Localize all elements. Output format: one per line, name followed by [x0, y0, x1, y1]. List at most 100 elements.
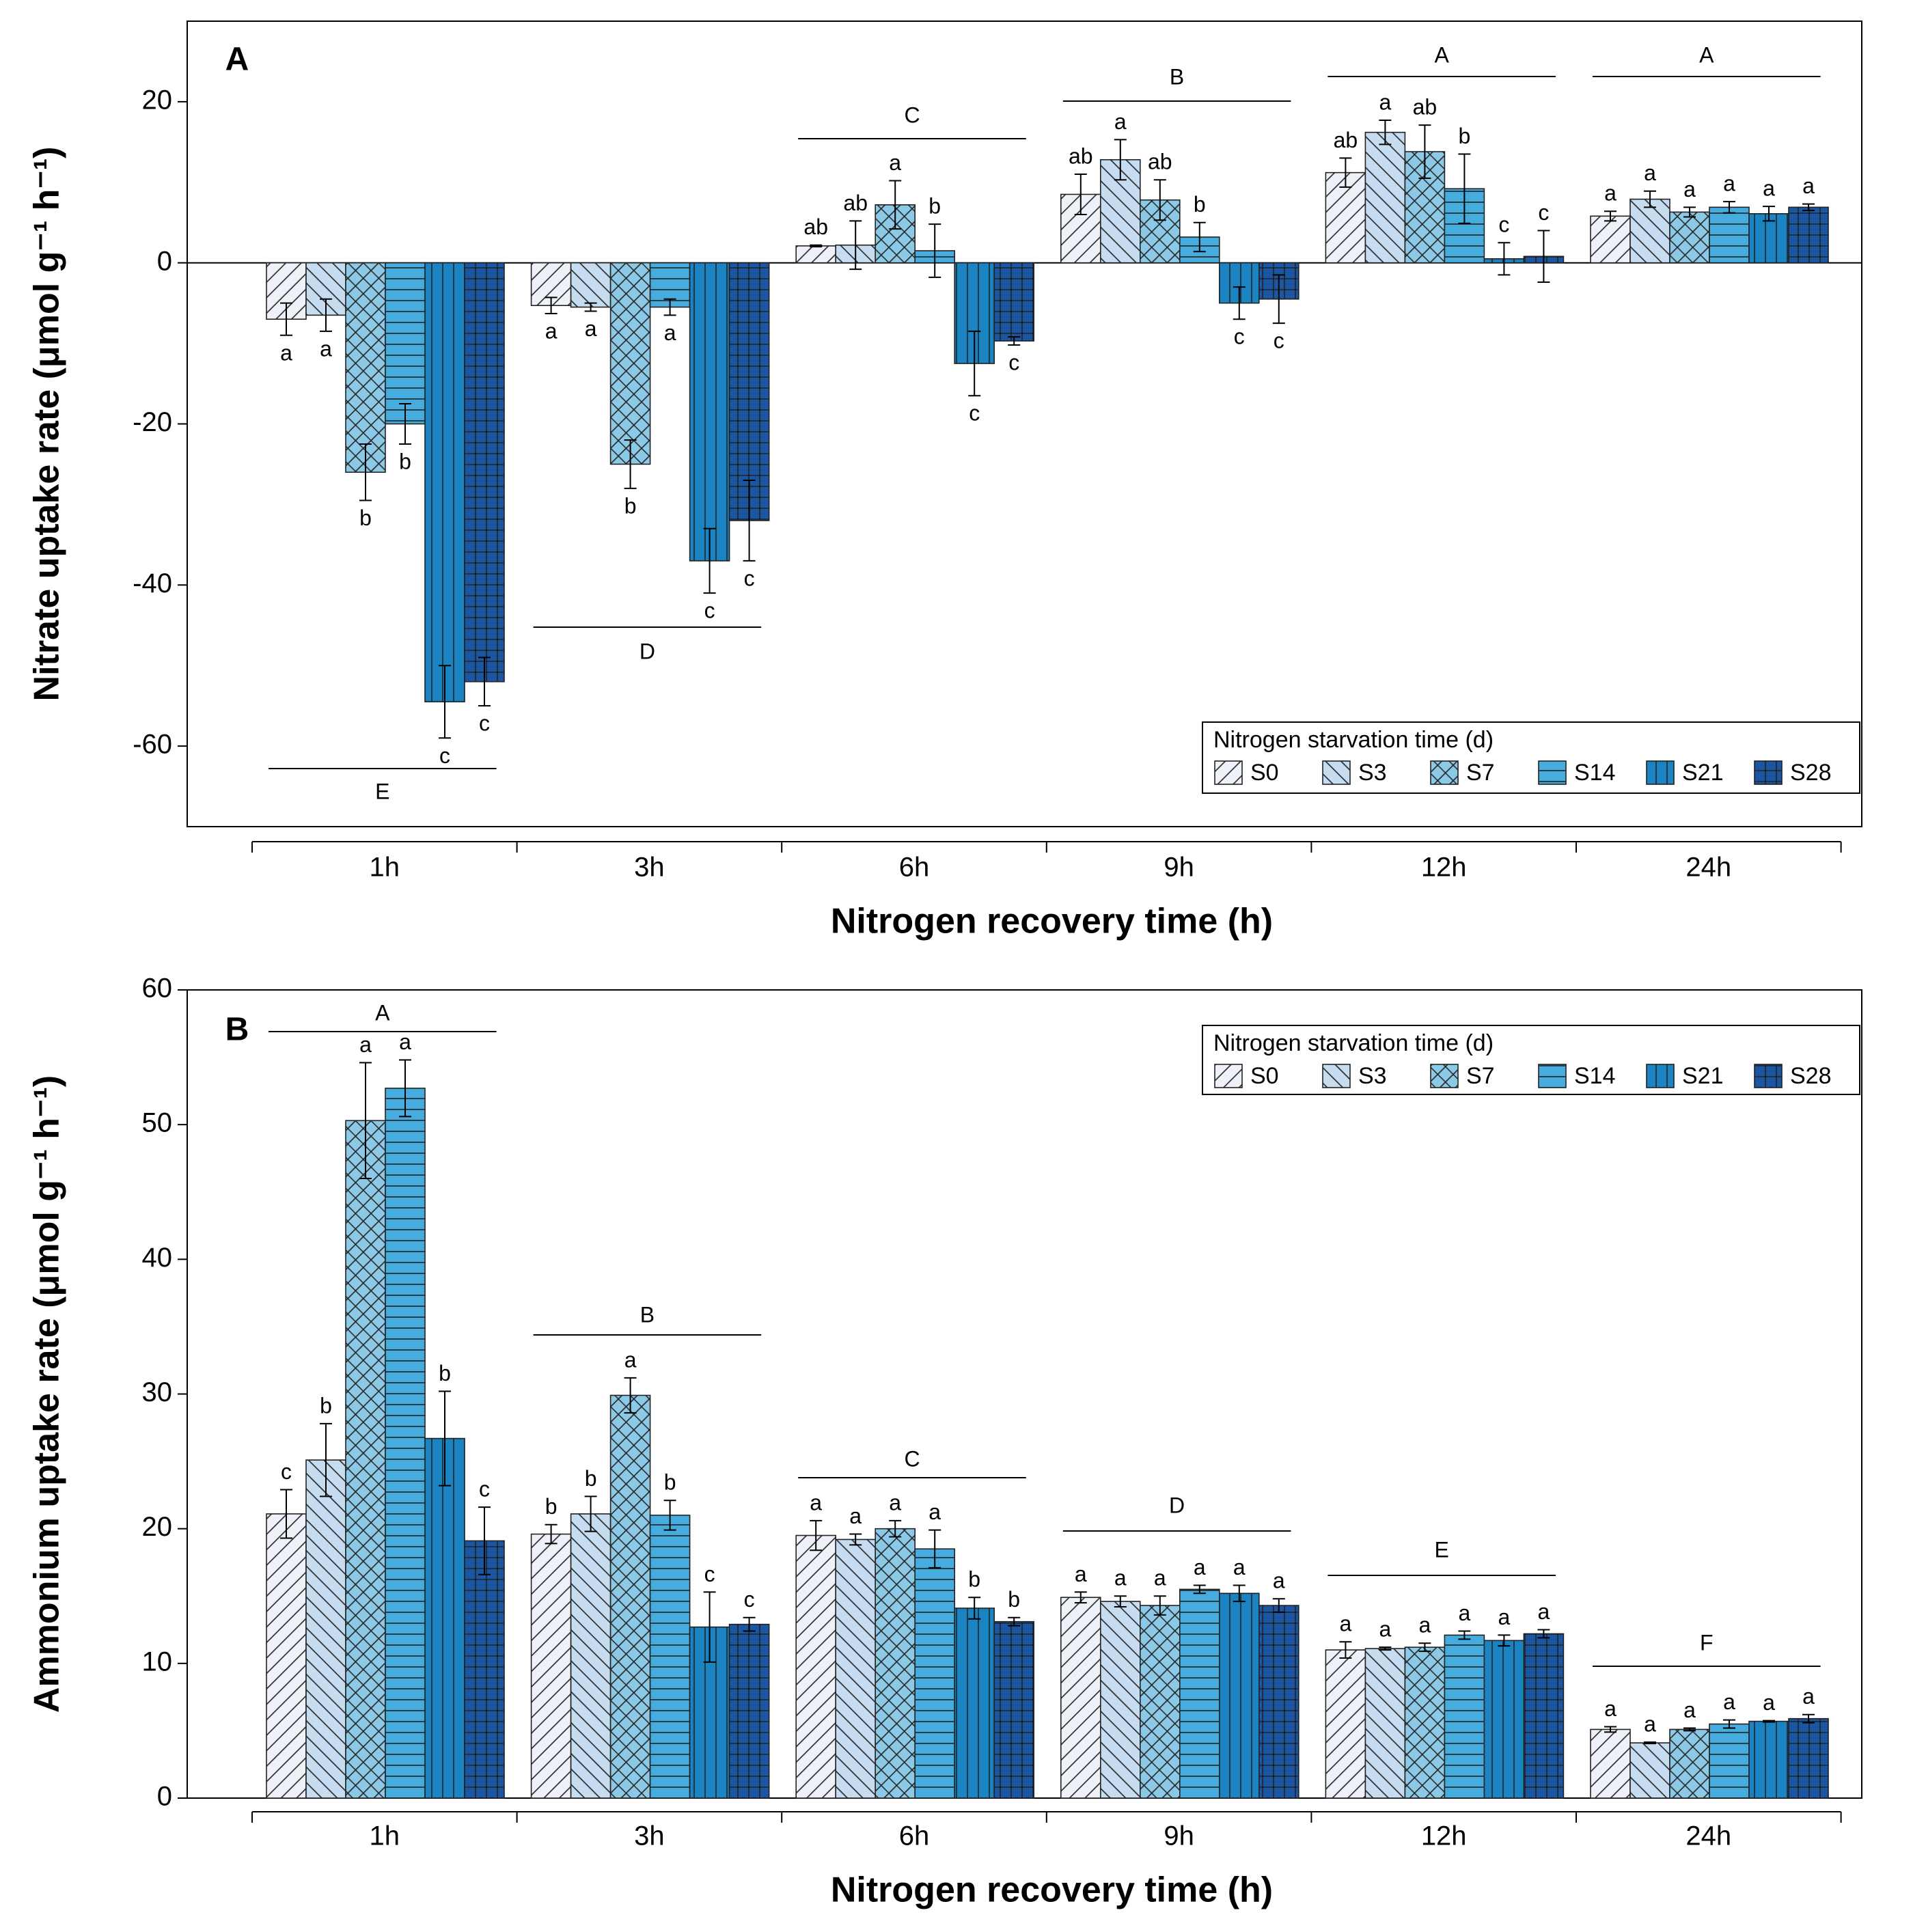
legend-swatch — [1646, 760, 1675, 785]
error-bar — [439, 1390, 451, 1487]
error-bar — [743, 1616, 756, 1632]
significance-letter: c — [1498, 212, 1509, 237]
error-bar — [1008, 336, 1021, 346]
legend-label: S21 — [1682, 1063, 1724, 1089]
y-tick-label: -60 — [133, 730, 172, 760]
bar — [993, 262, 1034, 342]
error-bar — [928, 223, 941, 278]
error-bar — [703, 1591, 716, 1663]
group-letter: F — [1700, 1630, 1714, 1655]
error-bar — [1193, 221, 1206, 253]
bar — [1629, 198, 1670, 264]
bar — [385, 262, 426, 425]
bar — [1060, 1597, 1101, 1799]
bar — [728, 262, 770, 521]
legend-label: S0 — [1250, 1063, 1279, 1089]
error-bar — [1153, 179, 1166, 221]
x-tick-label: 1h — [370, 853, 400, 883]
significance-letter: a — [1723, 1689, 1735, 1714]
panel-label: B — [225, 1012, 249, 1048]
legend-swatch — [1322, 1064, 1351, 1088]
significance-letter: a — [1379, 1617, 1392, 1642]
bar — [649, 1515, 691, 1799]
y-tick-label: 10 — [142, 1646, 173, 1676]
bar — [464, 262, 505, 682]
error-bar — [1723, 1719, 1735, 1729]
y-tick-label: 50 — [142, 1108, 173, 1138]
bar — [570, 1513, 611, 1799]
significance-letter: a — [1802, 174, 1815, 198]
bar — [1140, 1605, 1181, 1799]
significance-letter: a — [1154, 1566, 1166, 1590]
error-bar — [889, 180, 902, 230]
bar — [875, 1528, 916, 1799]
significance-letter: b — [585, 1466, 597, 1491]
significance-letter: ab — [1148, 150, 1172, 174]
error-bar — [399, 403, 411, 445]
bar — [1444, 1634, 1485, 1799]
bar — [609, 262, 651, 465]
significance-letter: c — [969, 401, 980, 426]
error-bar — [584, 302, 597, 312]
significance-letter: a — [1114, 1566, 1127, 1590]
x-tick-label: 12h — [1421, 1821, 1467, 1851]
significance-letter: a — [889, 1490, 901, 1515]
y-tick-label: 20 — [142, 85, 173, 115]
significance-letter: a — [1340, 1612, 1352, 1636]
error-bar — [320, 1422, 332, 1498]
error-bar — [1802, 203, 1815, 212]
legend-swatch — [1430, 1064, 1459, 1088]
bar — [530, 1533, 572, 1799]
y-tick-label: 0 — [157, 246, 172, 276]
bar — [1669, 211, 1710, 264]
significance-letter: a — [280, 340, 292, 365]
bar — [1629, 1742, 1670, 1799]
error-bar — [810, 1519, 823, 1551]
error-bar — [1498, 1634, 1511, 1647]
significance-letter: b — [664, 1470, 676, 1495]
bar — [1523, 1633, 1565, 1799]
error-bar — [849, 220, 862, 271]
bar — [1748, 212, 1789, 264]
error-bar — [280, 1489, 292, 1539]
significance-letter: a — [1683, 1698, 1696, 1722]
error-bar — [1537, 1629, 1550, 1639]
error-bar — [1153, 1595, 1166, 1616]
error-bar — [703, 527, 716, 594]
significance-letter: a — [399, 1030, 411, 1054]
bar — [266, 1513, 307, 1799]
error-bar — [1537, 230, 1550, 283]
significance-letter: c — [704, 598, 715, 623]
bar — [1258, 1605, 1299, 1799]
bar — [993, 1620, 1034, 1799]
significance-letter: ab — [843, 191, 868, 215]
significance-letter: a — [810, 1490, 822, 1515]
legend-swatch — [1214, 1064, 1243, 1088]
error-bar — [1233, 286, 1246, 320]
bar — [345, 262, 386, 473]
error-bar — [928, 1529, 941, 1569]
significance-letter: a — [1498, 1605, 1511, 1629]
bar — [1709, 206, 1750, 264]
significance-letter: b — [439, 1361, 451, 1385]
error-bar — [478, 1506, 491, 1575]
legend-box — [1202, 721, 1860, 794]
legend-swatch — [1754, 760, 1783, 785]
bar — [1709, 1723, 1750, 1799]
bar — [954, 1607, 995, 1799]
group-letter: D — [1169, 1493, 1185, 1517]
error-bar — [1458, 153, 1471, 224]
y-tick-label: 20 — [142, 1512, 173, 1542]
bar — [1590, 1728, 1631, 1799]
significance-letter: a — [1763, 1690, 1775, 1715]
bar — [345, 1120, 386, 1799]
significance-letter: ab — [803, 215, 828, 239]
error-bar — [584, 1495, 597, 1532]
significance-letter: a — [1763, 176, 1775, 201]
error-bar — [968, 1597, 981, 1620]
significance-letter: a — [1075, 1562, 1087, 1586]
group-letter: E — [375, 779, 389, 803]
significance-letter: c — [479, 711, 490, 736]
error-bar — [1723, 201, 1735, 214]
